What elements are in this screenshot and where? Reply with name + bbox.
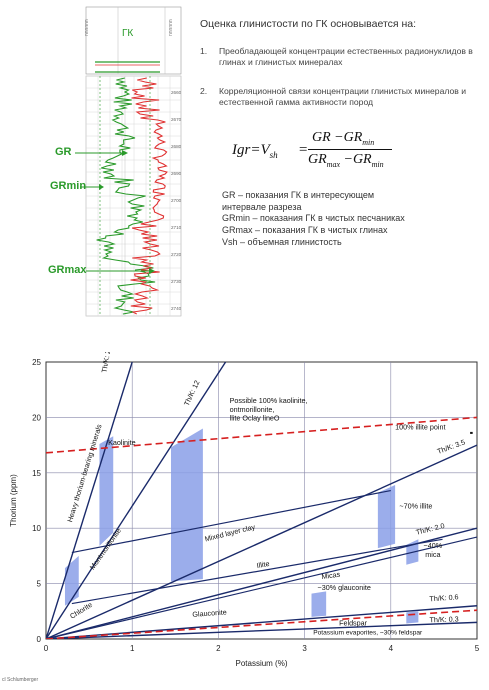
zone-boundary-line: [46, 536, 477, 639]
depth-tick-label: 2710: [171, 225, 182, 230]
feldspar-band: [406, 611, 419, 624]
annotation-40-mica-1: ~40%: [424, 541, 443, 550]
reference-line: [46, 609, 477, 639]
thk-crossplot: 0 1 2 3 4 5 0 5 10 15 20 25 Potassium (%) Thorium (pp…: [0, 345, 489, 685]
depth-scale: 2660 2670 2680 2690 2700 2710 2720 2730 2740: [171, 90, 182, 311]
ratio-label: Th/K: 0.3: [429, 614, 458, 624]
illite-band-wide: [170, 428, 203, 582]
fraction-bar: [308, 149, 392, 150]
depth-tick-label: 2660: [171, 90, 182, 95]
well-log-svg: nnnnnn nnnnnn 2660 2670 2680 2690 2700 2710 27…: [75, 6, 182, 317]
y-tick-label: 10: [32, 524, 41, 533]
x-tick-label: 4: [389, 644, 394, 653]
label-grmin: GRmin: [50, 180, 87, 192]
list-item-number: 2.: [200, 86, 208, 96]
depth-tick-label: 2690: [171, 171, 182, 176]
ratio-line: [46, 527, 477, 639]
legend-line-vsh: Vsh – объемная глинистость: [222, 237, 342, 247]
y-axis-label: Thorium (ppm): [9, 474, 18, 527]
log-grid: [85, 75, 181, 317]
label-gr: GR: [55, 146, 72, 158]
y-tick-label: 15: [32, 469, 41, 478]
annotation-70-illite: ~70% illite: [399, 501, 432, 510]
log-header-box: [85, 6, 182, 75]
depth-tick-label: 2720: [171, 252, 182, 257]
svg-text:nnnnnn: nnnnnn: [168, 19, 174, 36]
gr-curve-red: [130, 77, 168, 315]
ratio-line: [46, 621, 477, 639]
y-tick-label: 0: [37, 635, 42, 644]
zone-label-illite: Illite: [256, 559, 270, 570]
curve-label-gk: ГК: [122, 28, 134, 39]
list-item-number: 1.: [200, 46, 208, 56]
depth-tick-label: 2730: [171, 279, 182, 284]
y-tick-label: 20: [32, 413, 41, 422]
zone-boundary-line: [71, 538, 443, 605]
depth-tick-label: 2700: [171, 198, 182, 203]
zone-label-micas: Micas: [321, 570, 341, 582]
text-title: Оценка глинистости по ГК основывается на…: [200, 18, 417, 30]
formula-lhs: Igr=Vsh: [232, 142, 278, 160]
x-tick-label: 0: [44, 644, 49, 653]
formula-denominator: GRmax −GRmin: [308, 152, 384, 169]
depth-tick-label: 2670: [171, 117, 182, 122]
zone-label-feldspar: Feldspar: [339, 619, 368, 628]
svg-text:nnnnnn: nnnnnn: [84, 19, 90, 36]
gr-curve-green: [96, 77, 156, 315]
formula-equals: =: [298, 142, 309, 158]
list-item-text: Корреляционной связи концентрации глинис…: [219, 86, 466, 107]
legend-line-grmin: GRmin – показания ГК в чистых песчаниках: [222, 213, 405, 223]
annotation-kaolinite-line-2: ontmorillonite,: [230, 405, 275, 414]
depth-tick-label: 2680: [171, 144, 182, 149]
ratio-line: [46, 362, 227, 639]
ratio-line: [46, 444, 477, 639]
annotation-illite-point: 100% illite point: [395, 423, 445, 432]
list-item-2: 2. Корреляционной связи концентрации гли…: [200, 86, 480, 122]
vsh-formula: Igr=Vsh = GR −GRmin GRmax −GRmin: [232, 128, 392, 178]
depth-tick-label: 2740: [171, 306, 182, 311]
ratio-line: [46, 362, 133, 639]
formula-numerator: GR −GRmin: [312, 130, 375, 147]
zone-boundary-line: [71, 489, 391, 554]
x-axis-label: Potassium (%): [235, 659, 287, 668]
list-item-text: Преобладающей концентрации естественных …: [219, 46, 473, 67]
annotation-kaolinite-line-3: llite Oclay lineO: [230, 414, 280, 423]
ratio-label: Th/K: 0.6: [429, 592, 459, 603]
annotation-40-mica-2: mica: [425, 550, 440, 559]
x-tick-label: 1: [130, 644, 135, 653]
annotation-30-glauconite: ~30% glauconite: [318, 583, 371, 592]
x-tick-label: 2: [216, 644, 221, 653]
crossplot-svg: 0 1 2 3 4 5 0 5 10 15 20 25 Potassium (%) Thorium (pp…: [2, 345, 480, 683]
x-tick-label: 5: [475, 644, 480, 653]
zone-label-potassium-evaporites: Potassium evaporites, ~30% feldspar: [313, 630, 423, 637]
zone-label-glauconite: Glauconite: [192, 607, 227, 618]
list-item-1: 1. Преобладающей концентрации естественн…: [200, 46, 480, 82]
y-tick-label: 25: [32, 358, 41, 367]
illite-70-band: [377, 484, 396, 549]
y-tick-label: 5: [37, 580, 42, 589]
well-log-panel: nnnnnn nnnnnn 2660 2670 2680 2690 2700 2710 27…: [0, 0, 195, 320]
annotation-kaolinite-line-1: Possible 100% kaolinite,: [230, 396, 308, 405]
zone-label-kaolinite: Kaolinite: [108, 438, 136, 447]
x-tick-label: 3: [302, 644, 307, 653]
reference-line: [46, 416, 477, 454]
label-grmax: GRmax: [48, 264, 87, 276]
glauconite-band: [311, 591, 327, 617]
kaolinite-band: [99, 436, 114, 546]
legend-line-grmax: GRmax – показания ГК в чистых глинах: [222, 225, 388, 235]
image-credit: cl Schlumberger: [2, 677, 38, 683]
legend-line-gr: GR – показания ГК в интересующем интерва…: [222, 190, 375, 212]
